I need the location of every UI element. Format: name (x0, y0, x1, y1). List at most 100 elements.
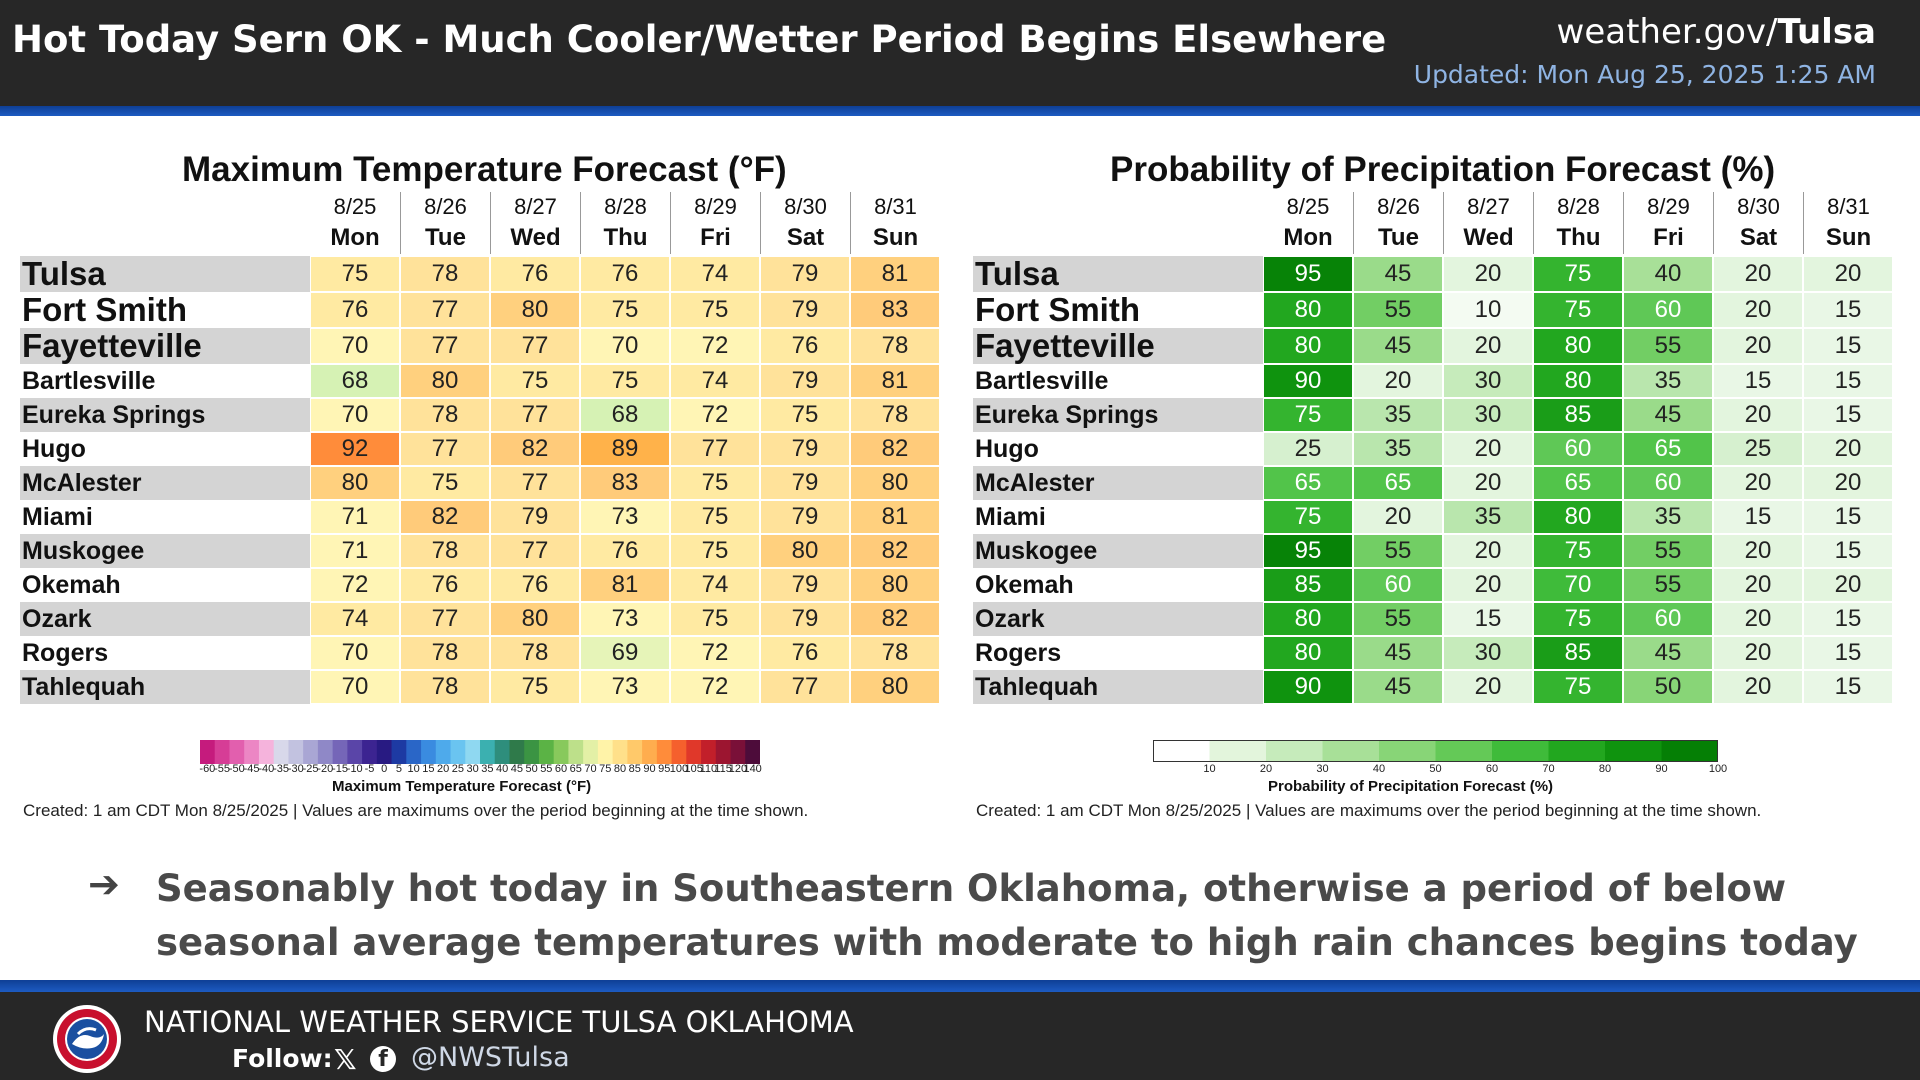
value-cell: 80 (1534, 501, 1622, 533)
colorbar-border (1153, 740, 1718, 762)
colorbar-tick-label: 90 (1655, 763, 1668, 775)
precipitation-colorbar-ticks: 10 20 30 40 50 60 70 80 90 100 (1153, 763, 1727, 777)
colorbar-tick-label: 80 (613, 763, 627, 775)
colorbar-swatch (656, 740, 673, 764)
colorbar-tick-label: 45 (510, 763, 523, 775)
value-cell: 89 (581, 433, 669, 465)
value-cell: 77 (491, 467, 579, 499)
table-row: Rogers 70 78 78 69 72 76 78 (20, 636, 940, 670)
facebook-icon[interactable]: f (370, 1046, 396, 1072)
value-cell: 75 (671, 293, 759, 327)
value-cell: 35 (1354, 433, 1442, 465)
page-title: Hot Today Sern OK - Much Cooler/Wetter P… (12, 18, 1387, 61)
day-header-6: 8/31 Sun (1803, 192, 1893, 254)
day-date: 8/25 (1286, 194, 1330, 219)
value-cell: 45 (1624, 637, 1712, 669)
colorbar-swatch (229, 740, 245, 764)
day-date: 8/30 (1737, 194, 1780, 219)
value-cell: 15 (1714, 365, 1802, 397)
day-date: 8/26 (424, 194, 467, 219)
colorbar-tick-label: 50 (1429, 763, 1442, 775)
day-date: 8/29 (1647, 194, 1690, 219)
location-name: Fayetteville (973, 327, 1263, 364)
day-date: 8/28 (1557, 194, 1600, 219)
value-cell: 83 (851, 293, 939, 327)
colorbar-tick-label: 0 (381, 763, 388, 775)
day-header-1: 8/26 Tue (400, 192, 490, 254)
value-cell: 80 (311, 467, 399, 499)
day-weekday: Sat (786, 224, 825, 251)
colorbar-swatch (642, 740, 658, 764)
value-cell: 20 (1444, 329, 1532, 363)
colorbar-tick-label: -50 (228, 763, 245, 775)
value-cell: 35 (1444, 501, 1532, 533)
value-cell: 79 (761, 467, 849, 499)
colorbar-swatch (406, 740, 422, 764)
precipitation-created-note: Created: 1 am CDT Mon 8/25/2025 | Values… (976, 801, 1762, 820)
colorbar-swatch (671, 740, 687, 764)
table-row: Miami 75 20 35 80 35 15 15 (973, 500, 1893, 534)
table-row: Eureka Springs 70 78 77 68 72 75 78 (20, 398, 940, 432)
value-cell: 20 (1714, 257, 1802, 291)
colorbar-tick-label: -10 (346, 763, 363, 775)
value-cell: 72 (311, 569, 399, 601)
value-cell: 15 (1714, 501, 1802, 533)
site-link[interactable]: weather.gov/Tulsa (1557, 12, 1876, 52)
value-cell: 55 (1354, 293, 1442, 327)
value-cell: 82 (851, 603, 939, 635)
location-name: Hugo (22, 434, 86, 463)
colorbar-swatch (524, 740, 540, 764)
table-row: Hugo 25 35 20 60 65 25 20 (973, 432, 1893, 466)
value-cell: 79 (761, 569, 849, 601)
table-row: Okemah 85 60 20 70 55 20 20 (973, 568, 1893, 602)
value-cell: 30 (1444, 365, 1532, 397)
day-date: 8/27 (514, 194, 557, 219)
value-cell: 72 (671, 671, 759, 703)
colorbar-swatch (1548, 740, 1606, 762)
value-cell: 81 (581, 569, 669, 601)
value-cell: 74 (671, 365, 759, 397)
colorbar-tick-label: 100 (669, 763, 689, 775)
value-cell: 75 (581, 365, 669, 397)
value-cell: 60 (1624, 293, 1712, 327)
table-row: Tulsa 75 78 76 76 74 79 81 (20, 255, 940, 292)
value-cell: 45 (1354, 329, 1442, 363)
day-date: 8/28 (604, 194, 647, 219)
value-cell: 15 (1804, 637, 1892, 669)
value-cell: 15 (1804, 501, 1892, 533)
value-cell: 72 (671, 329, 759, 363)
value-cell: 76 (581, 535, 669, 567)
colorbar-swatch (597, 740, 614, 764)
value-cell: 78 (491, 637, 579, 669)
footer-follow-label: Follow: (232, 1044, 333, 1073)
value-cell: 10 (1444, 293, 1532, 327)
x-social-icon[interactable]: 𝕏 (334, 1043, 357, 1076)
social-handle[interactable]: @NWSTulsa (411, 1042, 570, 1073)
value-cell: 79 (761, 293, 849, 327)
colorbar-swatch (1605, 740, 1662, 762)
value-cell: 60 (1624, 467, 1712, 499)
temperature-colorbar-ticks: -60 -55 -50 -45 -40 -35 -30 -25 -20 -15 -10 -5 0 5 10 1… (199, 763, 761, 777)
colorbar-swatch (288, 740, 304, 764)
colorbar-tick-label: 65 (569, 763, 582, 775)
colorbar-tick-label: -15 (332, 763, 348, 775)
value-cell: 73 (581, 671, 669, 703)
colorbar-tick-label: 25 (451, 763, 465, 775)
value-cell: 82 (491, 433, 579, 465)
value-cell: 78 (401, 535, 489, 567)
value-cell: 70 (311, 637, 399, 669)
day-header-0: 8/25 Mon (1263, 192, 1353, 254)
colorbar-tick-label: 120 (728, 763, 748, 775)
value-cell: 20 (1714, 671, 1802, 703)
value-cell: 95 (1264, 257, 1352, 291)
value-cell: 80 (401, 365, 489, 397)
colorbar-swatch (435, 740, 452, 764)
colorbar-swatch (1492, 740, 1549, 762)
footer-bar (0, 992, 1920, 1080)
colorbar-tick-label: 50 (525, 763, 538, 775)
location-name: Tahlequah (973, 670, 1263, 704)
day-weekday: Wed (1463, 224, 1514, 251)
table-row: Tahlequah 70 78 75 73 72 77 80 (20, 670, 940, 704)
table-row: Rogers 80 45 30 85 45 20 15 (973, 636, 1893, 670)
value-cell: 20 (1804, 569, 1892, 601)
